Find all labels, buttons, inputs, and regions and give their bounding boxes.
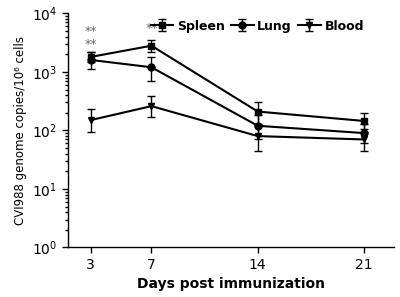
Text: **: ** [84, 25, 97, 38]
Text: **: ** [145, 22, 158, 35]
Legend: Spleen, Lung, Blood: Spleen, Lung, Blood [151, 20, 364, 33]
Y-axis label: CVI988 genome copies/10⁶ cells: CVI988 genome copies/10⁶ cells [14, 36, 26, 225]
X-axis label: Days post immunization: Days post immunization [137, 277, 325, 291]
Text: **: ** [84, 38, 97, 51]
